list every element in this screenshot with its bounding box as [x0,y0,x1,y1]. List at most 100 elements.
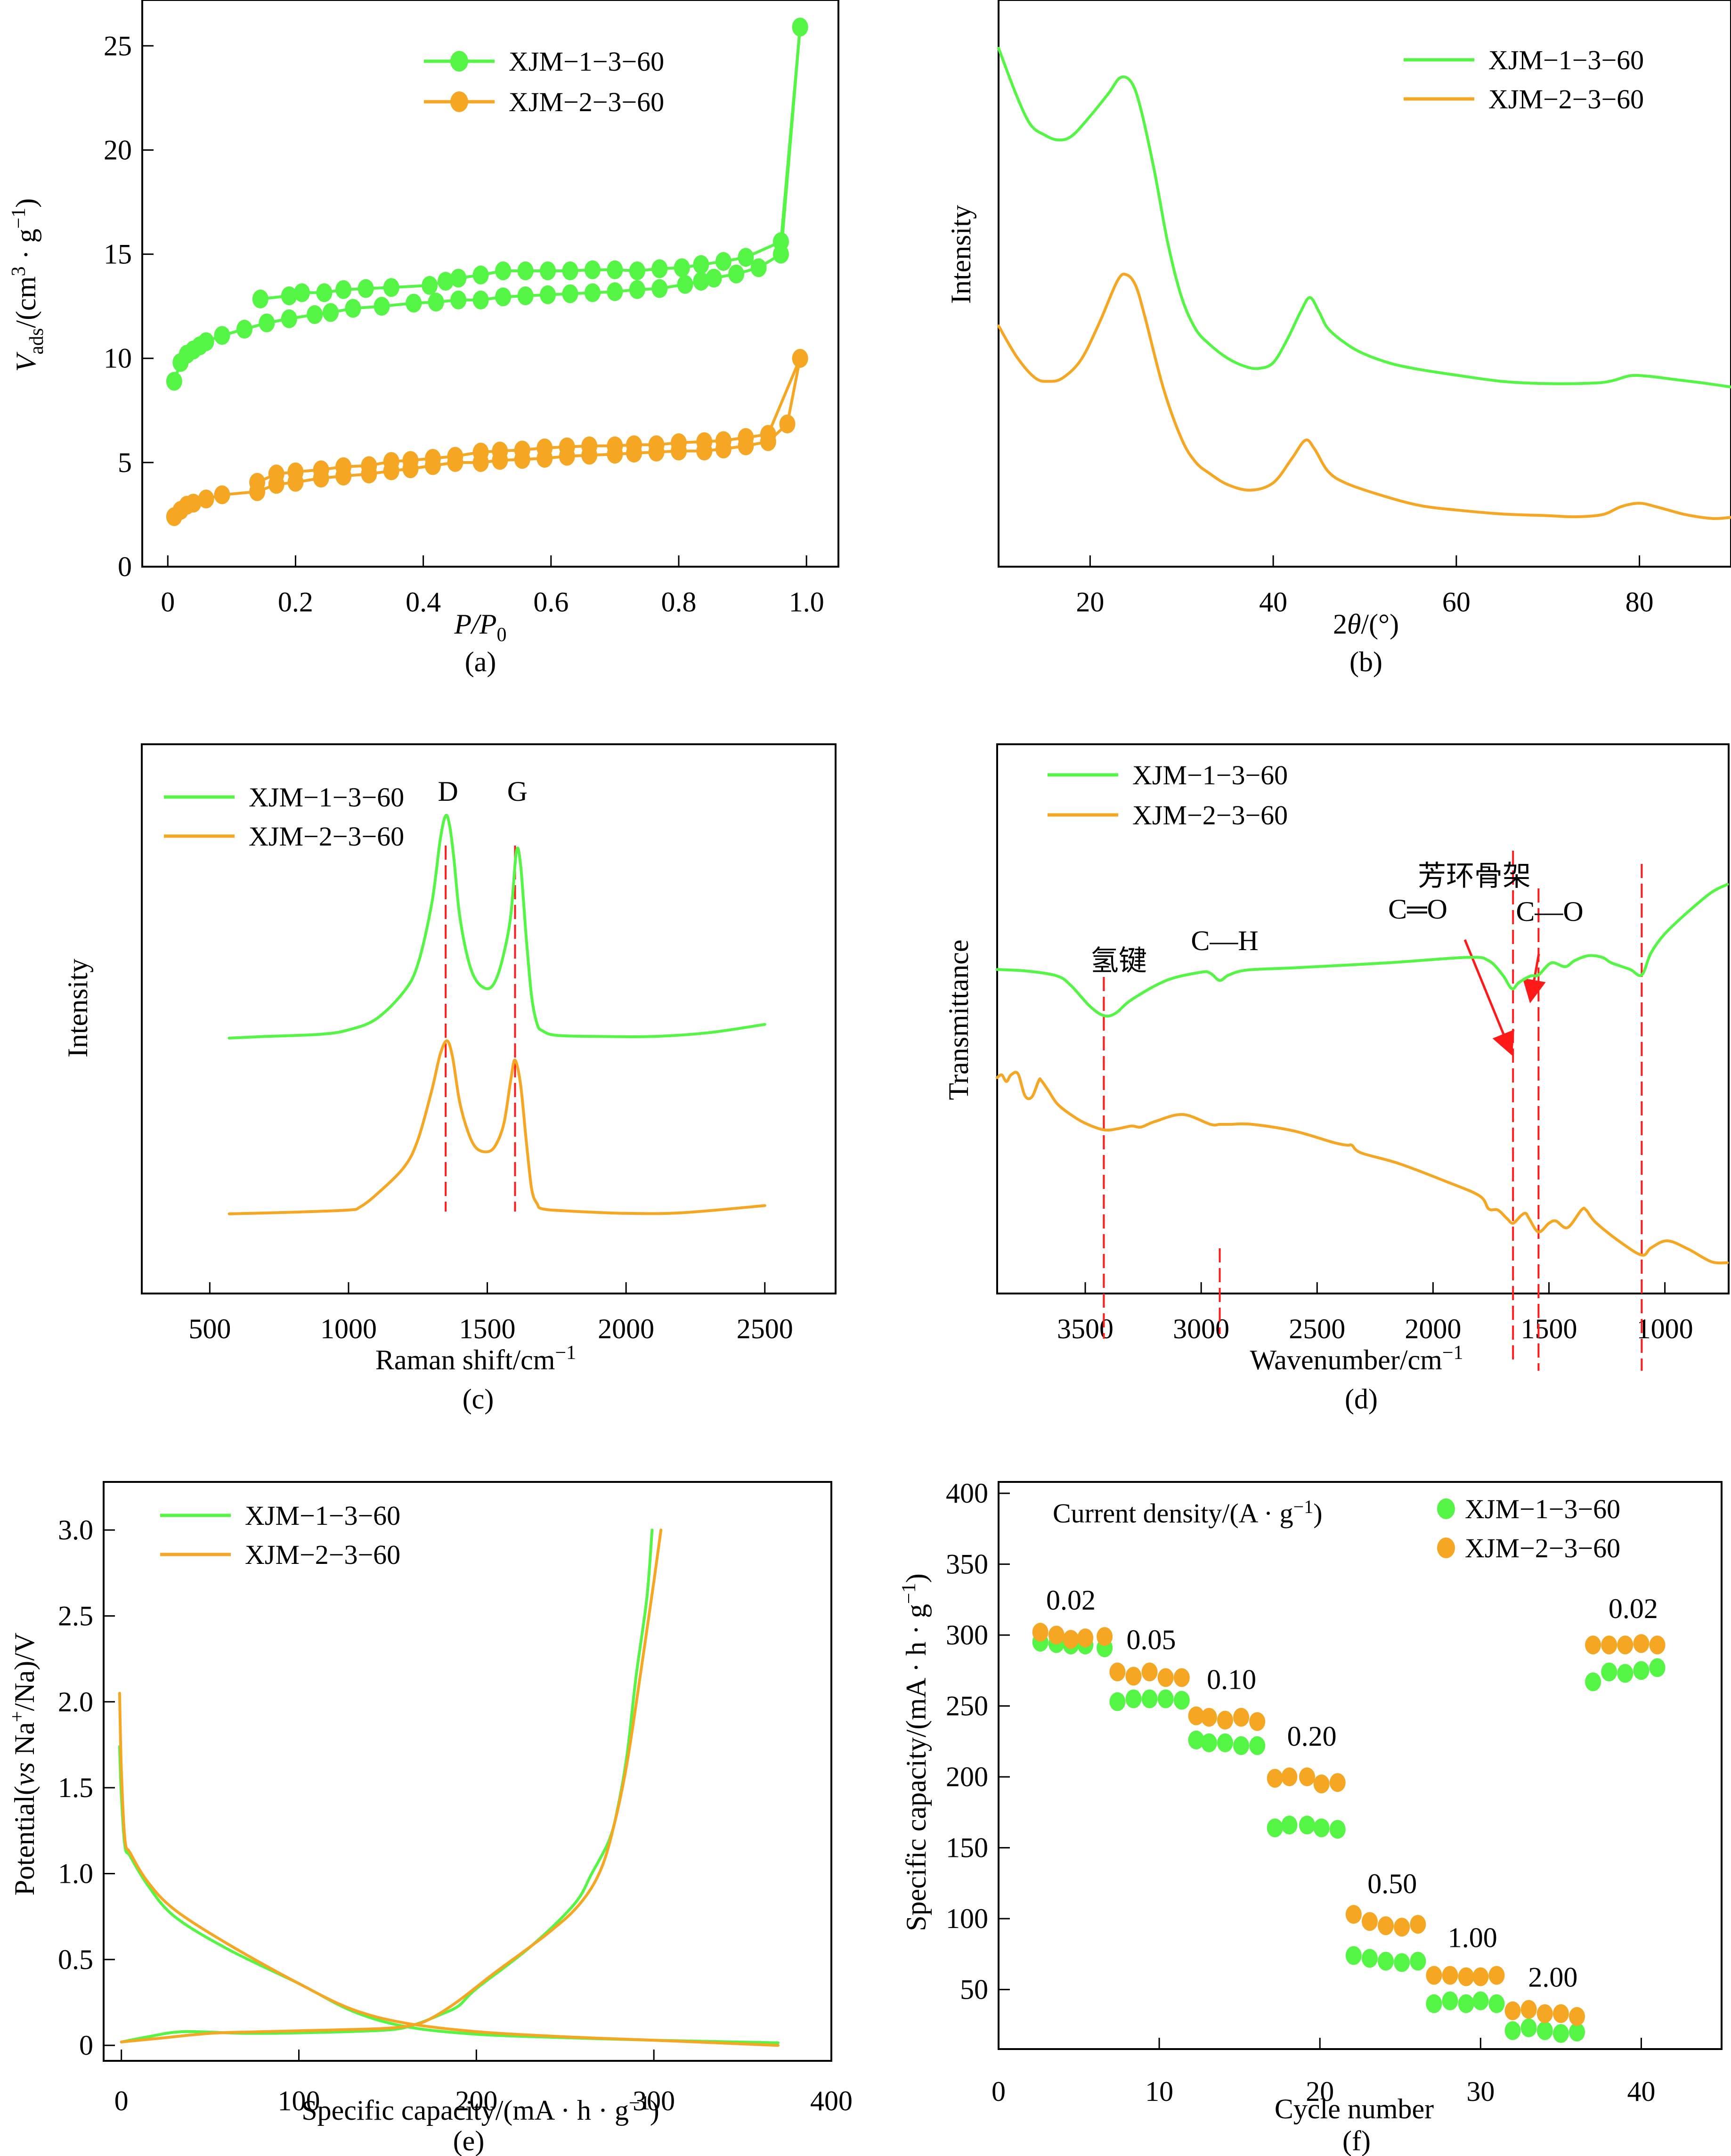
capacity-point [1299,1767,1315,1787]
adsorption-point [428,293,444,312]
desorption-point [540,261,556,280]
y-axis-title-unit: · g [10,229,41,267]
x-axis-title-subscript: 0 [496,624,506,646]
legend-label: XJM−2−3−60 [509,87,664,117]
legend-label: XJM−1−3−60 [245,1500,400,1531]
adsorption-point [259,313,275,333]
desorption-point [607,260,623,279]
capacity-point [1217,1710,1233,1730]
legend-title-main: Current density/(A · g [1053,1498,1293,1529]
legend-item-1: XJM−1−3−60 [1404,45,1644,75]
legend-marker-swatch [450,51,468,72]
capacity-point [1141,1662,1158,1682]
y-axis-title: Intensity [945,205,976,304]
capacity-point [1504,2021,1521,2040]
legend-label: XJM−2−3−60 [1465,1533,1620,1563]
capacity-point [1378,1916,1394,1936]
y-tick-label: 250 [946,1691,988,1722]
x-tick-label: 0.6 [533,586,569,618]
x-tick-label: 30 [1466,2076,1495,2107]
desorption-point [472,442,489,462]
x-tick-label: 100 [278,2085,320,2116]
desorption-point [536,438,553,457]
adsorption-point [307,305,323,324]
chart-panel-e: 0 100 200 300 400 0 0.5 1.0 1.5 2.0 2.5 3.0 XJM−1−3−… [7,1481,853,2156]
x-tick-label: 1000 [1637,1313,1693,1344]
desorption-point [335,457,352,476]
desorption-point [629,261,645,280]
capacity-point [1442,1991,1458,2010]
desorption-point [792,349,808,368]
y-tick-label: 5 [118,447,132,478]
series-2-points [1032,1623,1666,2026]
capacity-point [1569,2022,1585,2042]
band-label: C═O [1388,894,1447,925]
capacity-point [1249,1712,1266,1731]
capacity-point [1313,1774,1330,1794]
capacity-point [1601,1662,1617,1682]
x-axis-title: Wavenumber/cm−1 [1250,1342,1463,1375]
x-tick-label: 2000 [1405,1313,1461,1344]
desorption-point [696,432,713,451]
legend-item-2: XJM−2−3−60 [1048,800,1288,830]
x-tick-label: 10 [1145,2076,1173,2107]
rate-label: 0.02 [1046,1585,1096,1616]
y-tick-label: 350 [946,1549,988,1580]
adsorption-point [779,415,796,434]
capacity-point [1410,1915,1426,1934]
capacity-point [1077,1628,1094,1648]
capacity-point [1633,1661,1650,1680]
capacity-point [1125,1667,1142,1686]
adsorption-point [693,272,709,291]
legend-item-2: XJM−2−3−60 [164,821,404,852]
rate-label: 0.50 [1367,1868,1417,1899]
adsorption-point [562,284,578,303]
capacity-point [1361,1912,1378,1931]
y-tick-label: 20 [104,134,132,165]
adsorption-point [495,287,512,307]
x-tick-label: 0.4 [406,586,441,618]
x-axis-title-superscript: −1 [629,2092,650,2114]
y-tick-label: 200 [946,1761,988,1792]
capacity-point [1141,1689,1158,1709]
capacity-point [1281,1767,1298,1787]
panel-label: (b) [1349,646,1382,677]
x-axis-title: Specific capacity/(mA · h · g−1) [301,2092,659,2126]
capacity-point [1426,1966,1442,1985]
plot-frame [141,743,837,1294]
legend-title-close: ) [1313,1498,1322,1529]
desorption-point [249,472,266,492]
series-2-line [228,1039,766,1215]
capacity-point [1109,1662,1126,1682]
y-axis-title: Transmittance [943,939,974,1100]
capacity-point [1361,1949,1378,1968]
capacity-point [1633,1634,1650,1653]
y-axis-title-main: Specific capacity/(mA · h · g [901,1604,932,1931]
capacity-point [1488,1994,1505,2013]
desorption-point [626,435,642,455]
x-axis-title-pre: 2 [1333,609,1347,640]
desorption-point [424,449,441,468]
capacity-point [1601,1635,1617,1655]
capacity-point [1345,1905,1362,1924]
rate-label: 0.05 [1127,1624,1176,1655]
desorption-point [607,436,623,456]
x-axis-title-theta: θ [1347,609,1361,640]
desorption-point [252,289,268,309]
adsorption-point [629,280,645,299]
chart-panel-f: 0 10 20 30 40 50 100 150 200 250 300 350 400 0.02 0.05… [898,1478,1723,2156]
series-1-line [996,883,1729,1018]
desorption-point [268,464,284,484]
legend-item-1: XJM−1−3−60 [164,782,404,813]
x-tick-label: 300 [633,2085,675,2116]
desorption-point [648,435,665,455]
capacity-point [1267,1769,1283,1788]
capacity-point [1233,1708,1250,1727]
rate-label: 2.00 [1528,1962,1577,1993]
x-tick-label: 1.0 [789,586,824,618]
desorption-point [584,260,601,279]
desorption-point [517,261,534,280]
x-tick-label: 2000 [598,1313,654,1344]
